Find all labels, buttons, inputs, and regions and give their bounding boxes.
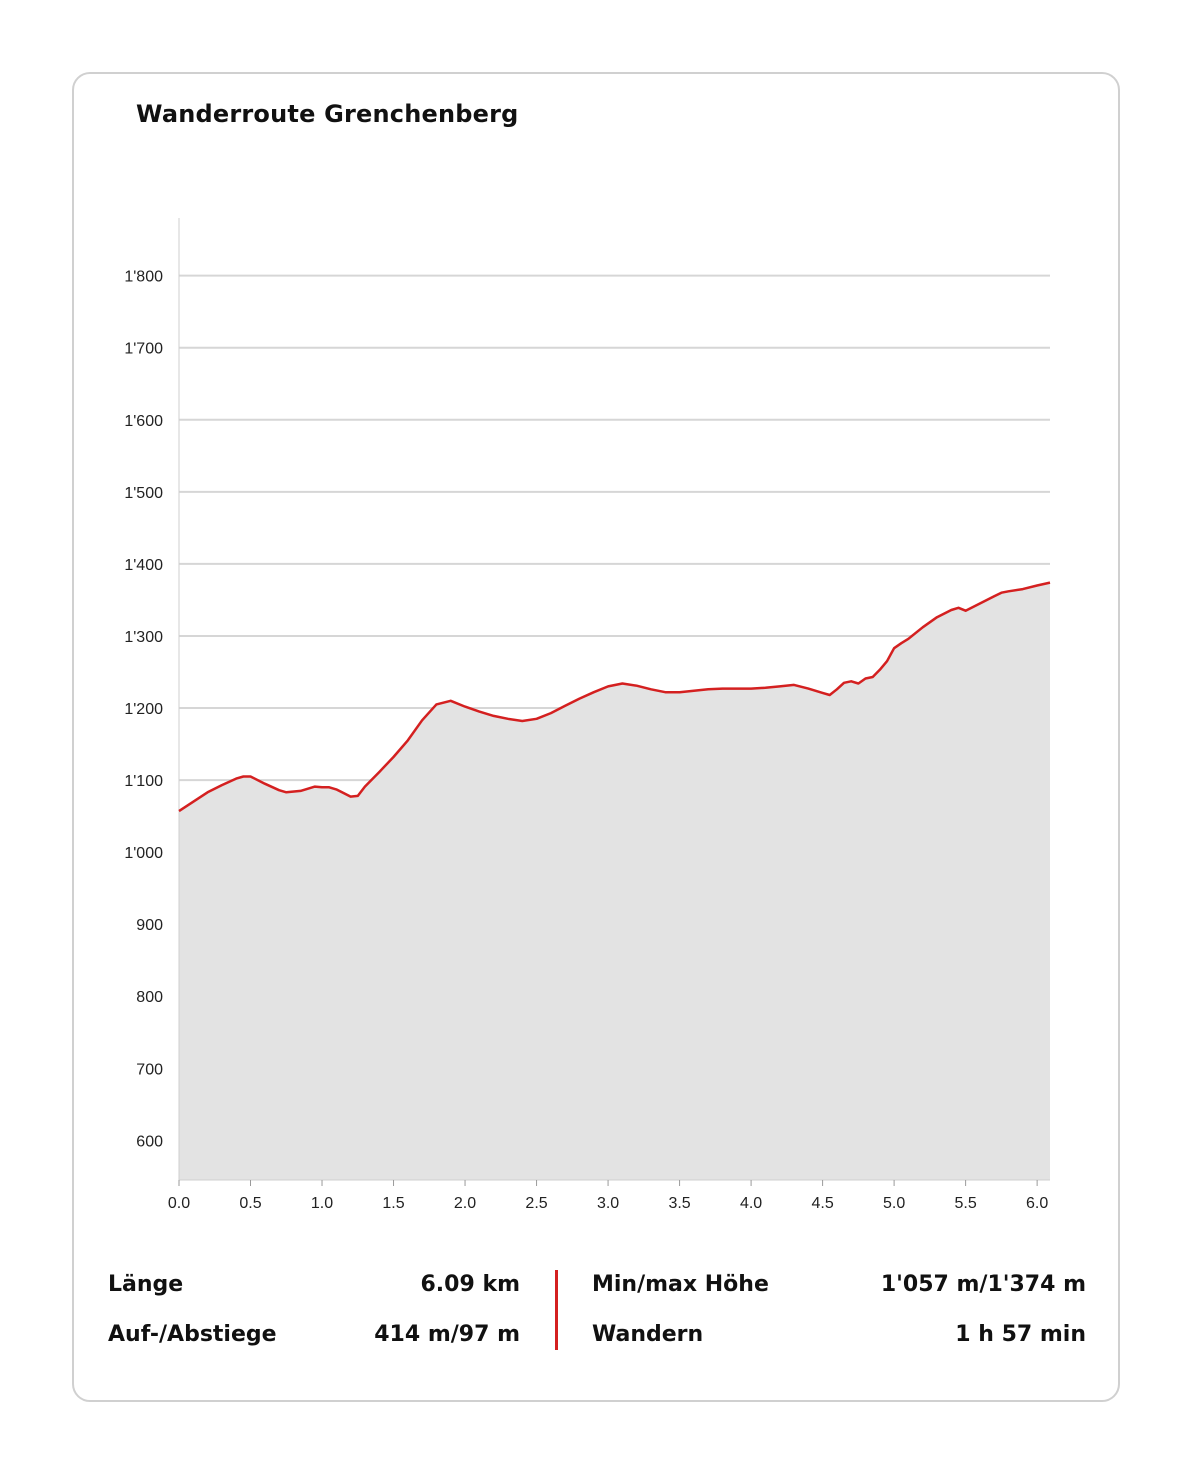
y-tick-label: 1'600 bbox=[124, 413, 163, 430]
y-tick-label: 1'300 bbox=[124, 629, 163, 646]
y-tick-label: 800 bbox=[136, 989, 163, 1006]
y-tick-label: 700 bbox=[136, 1061, 163, 1078]
y-tick-label: 1'800 bbox=[124, 269, 163, 286]
x-tick-label: 4.5 bbox=[811, 1195, 833, 1212]
elevation-line bbox=[178, 581, 1051, 813]
x-tick-label: 6.0 bbox=[1026, 1195, 1048, 1212]
elevation-area bbox=[179, 582, 1050, 1180]
y-tick-label: 1'100 bbox=[124, 773, 163, 790]
x-tick-label: 1.0 bbox=[311, 1195, 333, 1212]
x-tick-label: 2.0 bbox=[454, 1195, 476, 1212]
x-tick-label: 1.5 bbox=[382, 1195, 404, 1212]
x-tick-label: 0.0 bbox=[168, 1195, 190, 1212]
y-tick-label: 1'500 bbox=[124, 485, 163, 502]
x-tick-label: 5.0 bbox=[883, 1195, 905, 1212]
y-tick-label: 900 bbox=[136, 917, 163, 934]
x-tick-label: 3.5 bbox=[668, 1195, 690, 1212]
y-axis-ticks: 600 700 800 900 1'000 1'100 1'200 1'300 1'400 1'5… bbox=[124, 269, 163, 1151]
page-title: Wanderroute Grenchenberg bbox=[136, 100, 519, 128]
x-tick-label: 2.5 bbox=[525, 1195, 547, 1212]
y-tick-label: 1'400 bbox=[124, 557, 163, 574]
x-tick-label: 4.0 bbox=[740, 1195, 762, 1212]
grid-lines bbox=[179, 274, 1050, 782]
y-tick-label: 1'700 bbox=[124, 341, 163, 358]
x-tick-label: 5.5 bbox=[954, 1195, 976, 1212]
y-tick-label: 600 bbox=[136, 1133, 163, 1150]
y-tick-label: 1'200 bbox=[124, 701, 163, 718]
x-tick-label: 0.5 bbox=[239, 1195, 261, 1212]
x-axis-ticks: 0.0 0.5 1.0 1.5 2.0 2.5 3.0 3.5 4.0 4.5 5.0 5.5 6.0 bbox=[168, 1180, 1048, 1212]
x-tick-label: 3.0 bbox=[597, 1195, 619, 1212]
y-tick-label: 1'000 bbox=[124, 845, 163, 862]
